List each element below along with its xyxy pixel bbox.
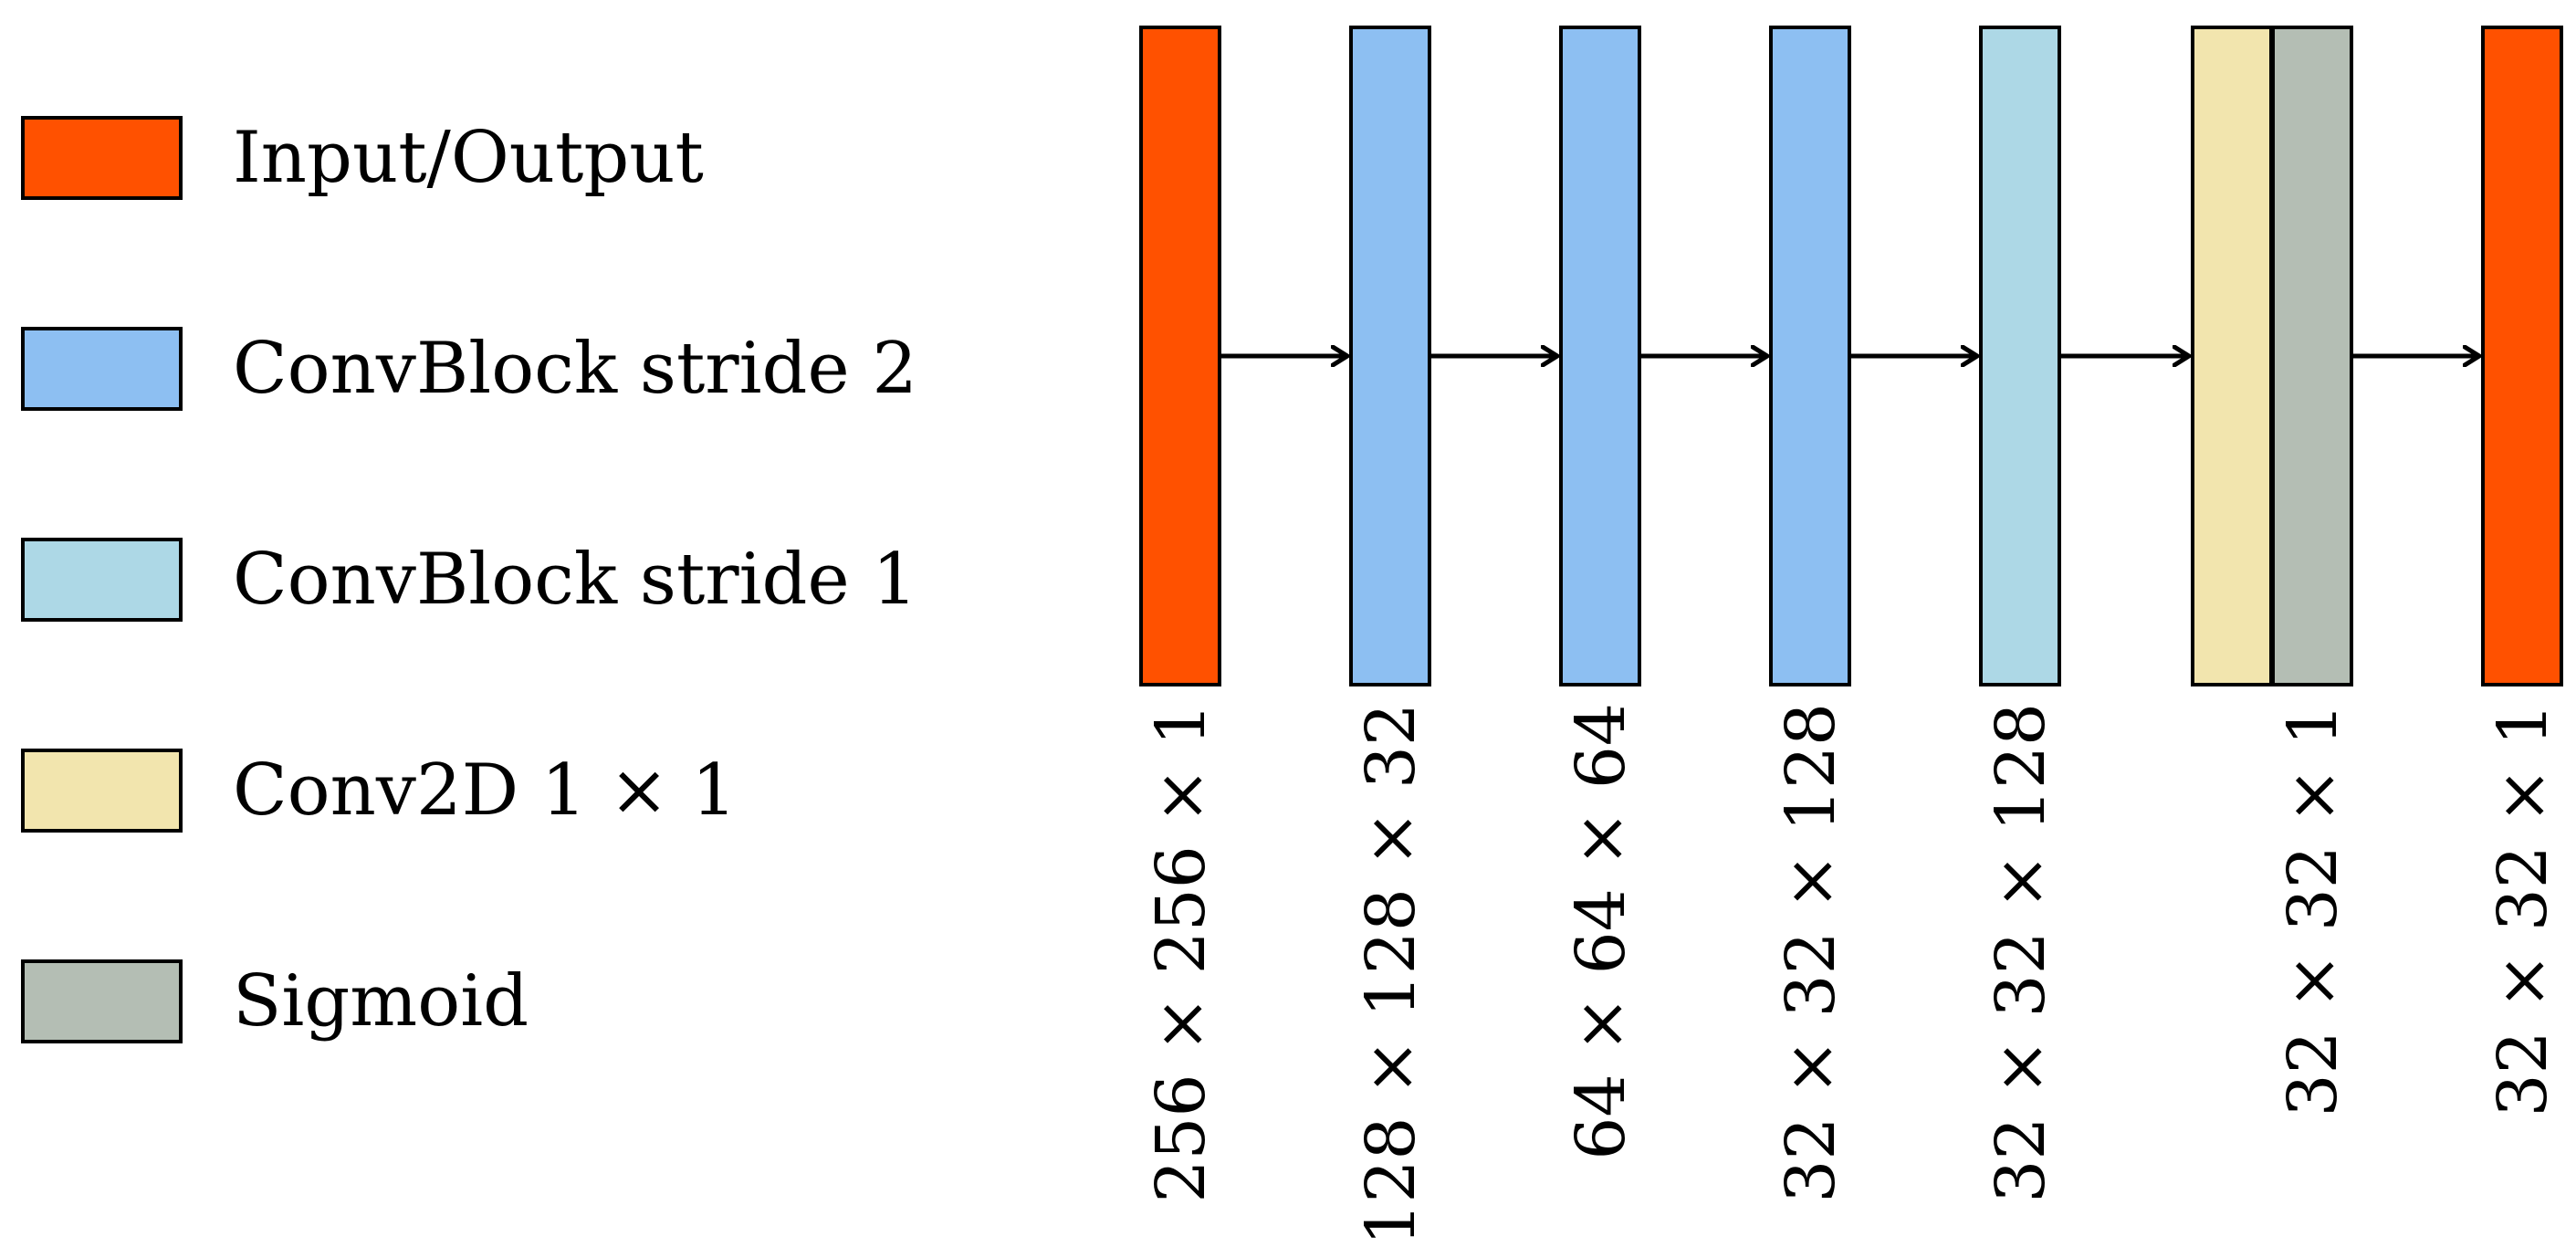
- dimension-label-2: 128 × 128 × 32: [1352, 703, 1430, 1246]
- legend-swatch-conv: [21, 749, 183, 833]
- legend-label-sig: Sigmoid: [233, 960, 529, 1043]
- legend-swatch-s2: [21, 327, 183, 411]
- layer-block-1-io: [1139, 26, 1221, 686]
- dimension-label-8: 32 × 32 × 1: [2484, 703, 2562, 1117]
- layer-block-8-io: [2481, 26, 2563, 686]
- layer-block-5-s1: [1979, 26, 2061, 686]
- layer-block-3-s2: [1559, 26, 1641, 686]
- legend-item-sig: Sigmoid: [21, 959, 529, 1043]
- layer-block-2-s2: [1349, 26, 1431, 686]
- dimension-labels: 256 × 256 × 1 128 × 128 × 32 64 × 64 × 64 3…: [1142, 703, 2562, 1246]
- legend-swatch-io: [21, 116, 183, 200]
- legend-label-conv: Conv2D 1 × 1: [233, 749, 737, 832]
- legend-swatch-sig: [21, 959, 183, 1043]
- legend-item-s1: ConvBlock stride 1: [21, 538, 917, 622]
- legend: Input/Output ConvBlock stride 2 ConvBlock …: [21, 116, 917, 1043]
- layer-block-7-sig: [2271, 26, 2353, 686]
- legend-swatch-s1: [21, 538, 183, 622]
- legend-item-conv: Conv2D 1 × 1: [21, 749, 737, 833]
- layer-block-4-s2: [1769, 26, 1851, 686]
- legend-label-s1: ConvBlock stride 1: [233, 539, 917, 621]
- dimension-label-5: 32 × 32 × 128: [1982, 703, 2060, 1203]
- dimension-label-3: 64 × 64 × 64: [1562, 703, 1640, 1160]
- legend-item-io: Input/Output: [21, 116, 704, 200]
- legend-item-s2: ConvBlock stride 2: [21, 327, 917, 411]
- layer-blocks: [1139, 26, 2563, 686]
- dimension-label-1: 256 × 256 × 1: [1142, 703, 1220, 1203]
- dimension-label-7: 32 × 32 × 1: [2274, 703, 2352, 1117]
- legend-label-s2: ConvBlock stride 2: [233, 328, 917, 410]
- layer-block-6-conv: [2191, 26, 2273, 686]
- legend-label-io: Input/Output: [233, 117, 704, 199]
- dimension-label-4: 32 × 32 × 128: [1772, 703, 1850, 1203]
